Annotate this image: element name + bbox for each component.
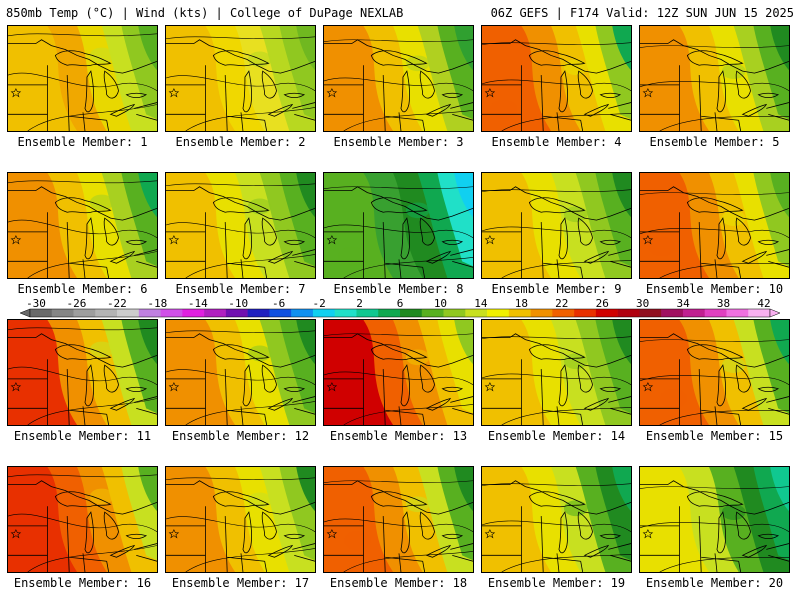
ensemble-member-label: Ensemble Member: 10	[645, 282, 784, 296]
colorbar-swatch	[726, 309, 749, 317]
ensemble-member-label: Ensemble Member: 12	[171, 429, 310, 443]
colorbar-swatch	[748, 309, 771, 317]
ensemble-member-label: Ensemble Member: 17	[171, 576, 310, 590]
ensemble-member-map	[7, 319, 158, 426]
colorbar-left-arrow	[19, 308, 31, 318]
colorbar-swatch	[487, 309, 510, 317]
colorbar-swatch	[312, 309, 336, 317]
colorbar-swatch	[51, 309, 74, 317]
ensemble-member-map	[481, 319, 632, 426]
colorbar-swatch	[160, 309, 183, 317]
ensemble-member-label: Ensemble Member: 11	[13, 429, 152, 443]
ensemble-member-label: Ensemble Member: 3	[333, 135, 464, 149]
ensemble-member-label: Ensemble Member: 5	[649, 135, 780, 149]
ensemble-member-label: Ensemble Member: 16	[13, 576, 152, 590]
ensemble-member-map	[639, 319, 790, 426]
colorbar-tick-label: 42	[757, 297, 770, 310]
colorbar-swatch	[661, 309, 684, 317]
colorbar-swatch	[465, 309, 488, 317]
model-valid-time: 06Z GEFS | F174 Valid: 12Z SUN JUN 15 20…	[490, 6, 794, 20]
colorbar-swatch	[247, 309, 270, 317]
colorbar-swatch	[704, 309, 727, 317]
ensemble-member-map	[7, 25, 158, 132]
colorbar-tick-label: -22	[107, 297, 127, 310]
colorbar-swatch	[552, 309, 575, 317]
colorbar-tick-label: 18	[515, 297, 528, 310]
ensemble-member-map	[481, 172, 632, 279]
colorbar-swatch	[595, 309, 618, 317]
ensemble-member-map	[639, 25, 790, 132]
colorbar-swatch	[682, 309, 706, 317]
colorbar-swatch	[138, 309, 161, 317]
ensemble-member-label: Ensemble Member: 13	[329, 429, 468, 443]
ensemble-member-map	[323, 25, 474, 132]
ensemble-member-map	[7, 172, 158, 279]
colorbar-tick-label: -26	[67, 297, 87, 310]
colorbar-swatch	[30, 309, 53, 317]
colorbar-swatch	[639, 309, 662, 317]
colorbar-swatch	[225, 309, 248, 317]
colorbar-tick-label: 10	[434, 297, 447, 310]
colorbar-swatch	[117, 309, 140, 317]
colorbar-swatch	[421, 309, 444, 317]
ensemble-member-label: Ensemble Member: 18	[329, 576, 468, 590]
colorbar-tick-label: -18	[147, 297, 167, 310]
colorbar-tick-label: 34	[676, 297, 690, 310]
colorbar-swatch	[508, 309, 531, 317]
colorbar-swatch	[95, 309, 118, 317]
colorbar-tick-label: -10	[228, 297, 248, 310]
colorbar-swatch	[269, 309, 292, 317]
ensemble-member-map	[165, 172, 316, 279]
colorbar-swatch	[73, 309, 96, 317]
ensemble-member-label: Ensemble Member: 6	[17, 282, 148, 296]
colorbar-swatch	[574, 309, 597, 317]
chart-title: 850mb Temp (°C) | Wind (kts) | College o…	[6, 6, 404, 20]
colorbar-right-arrow	[769, 308, 781, 318]
ensemble-member-label: Ensemble Member: 9	[491, 282, 622, 296]
colorbar-tick-label: -30	[26, 297, 46, 310]
ensemble-member-map	[481, 466, 632, 573]
ensemble-member-label: Ensemble Member: 4	[491, 135, 622, 149]
ensemble-member-map	[165, 319, 316, 426]
colorbar-swatch	[356, 309, 379, 317]
ensemble-member-label: Ensemble Member: 2	[175, 135, 306, 149]
ensemble-member-label: Ensemble Member: 20	[645, 576, 784, 590]
colorbar-tick-label: 26	[596, 297, 609, 310]
colorbar-tick-label: -14	[188, 297, 208, 310]
ensemble-member-map	[323, 319, 474, 426]
colorbar-tick-label: 14	[474, 297, 488, 310]
ensemble-member-map	[165, 466, 316, 573]
ensemble-member-map	[323, 172, 474, 279]
ensemble-member-map	[7, 466, 158, 573]
colorbar-swatch	[334, 309, 357, 317]
colorbar-tick-label: 22	[555, 297, 568, 310]
ensemble-member-map	[165, 25, 316, 132]
temperature-colorbar: -30 -26 -22 -18 -14 -10 -6 -2 2 6 10 14 18 22 26 30 34 38…	[0, 297, 800, 321]
colorbar-tick-label: 38	[717, 297, 730, 310]
colorbar-swatch	[378, 309, 401, 317]
ensemble-member-map	[481, 25, 632, 132]
ensemble-member-label: Ensemble Member: 7	[175, 282, 306, 296]
colorbar-swatch	[443, 309, 466, 317]
colorbar-swatch	[204, 309, 227, 317]
ensemble-member-label: Ensemble Member: 8	[333, 282, 464, 296]
colorbar-swatch	[182, 309, 205, 317]
colorbar-swatch	[530, 309, 553, 317]
colorbar-tick-label: -6	[272, 297, 285, 310]
ensemble-member-label: Ensemble Member: 15	[645, 429, 784, 443]
colorbar-swatch	[617, 309, 640, 317]
ensemble-member-map	[639, 172, 790, 279]
colorbar-swatch	[400, 309, 423, 317]
ensemble-member-map	[639, 466, 790, 573]
colorbar-tick-label: 30	[636, 297, 649, 310]
ensemble-member-map	[323, 466, 474, 573]
colorbar-tick-label: 2	[356, 297, 363, 310]
ensemble-member-label: Ensemble Member: 1	[17, 135, 148, 149]
colorbar-swatch	[291, 309, 314, 317]
colorbar-tick-label: 6	[397, 297, 404, 310]
colorbar-tick-label: -2	[312, 297, 325, 310]
ensemble-member-label: Ensemble Member: 19	[487, 576, 626, 590]
ensemble-member-label: Ensemble Member: 14	[487, 429, 626, 443]
